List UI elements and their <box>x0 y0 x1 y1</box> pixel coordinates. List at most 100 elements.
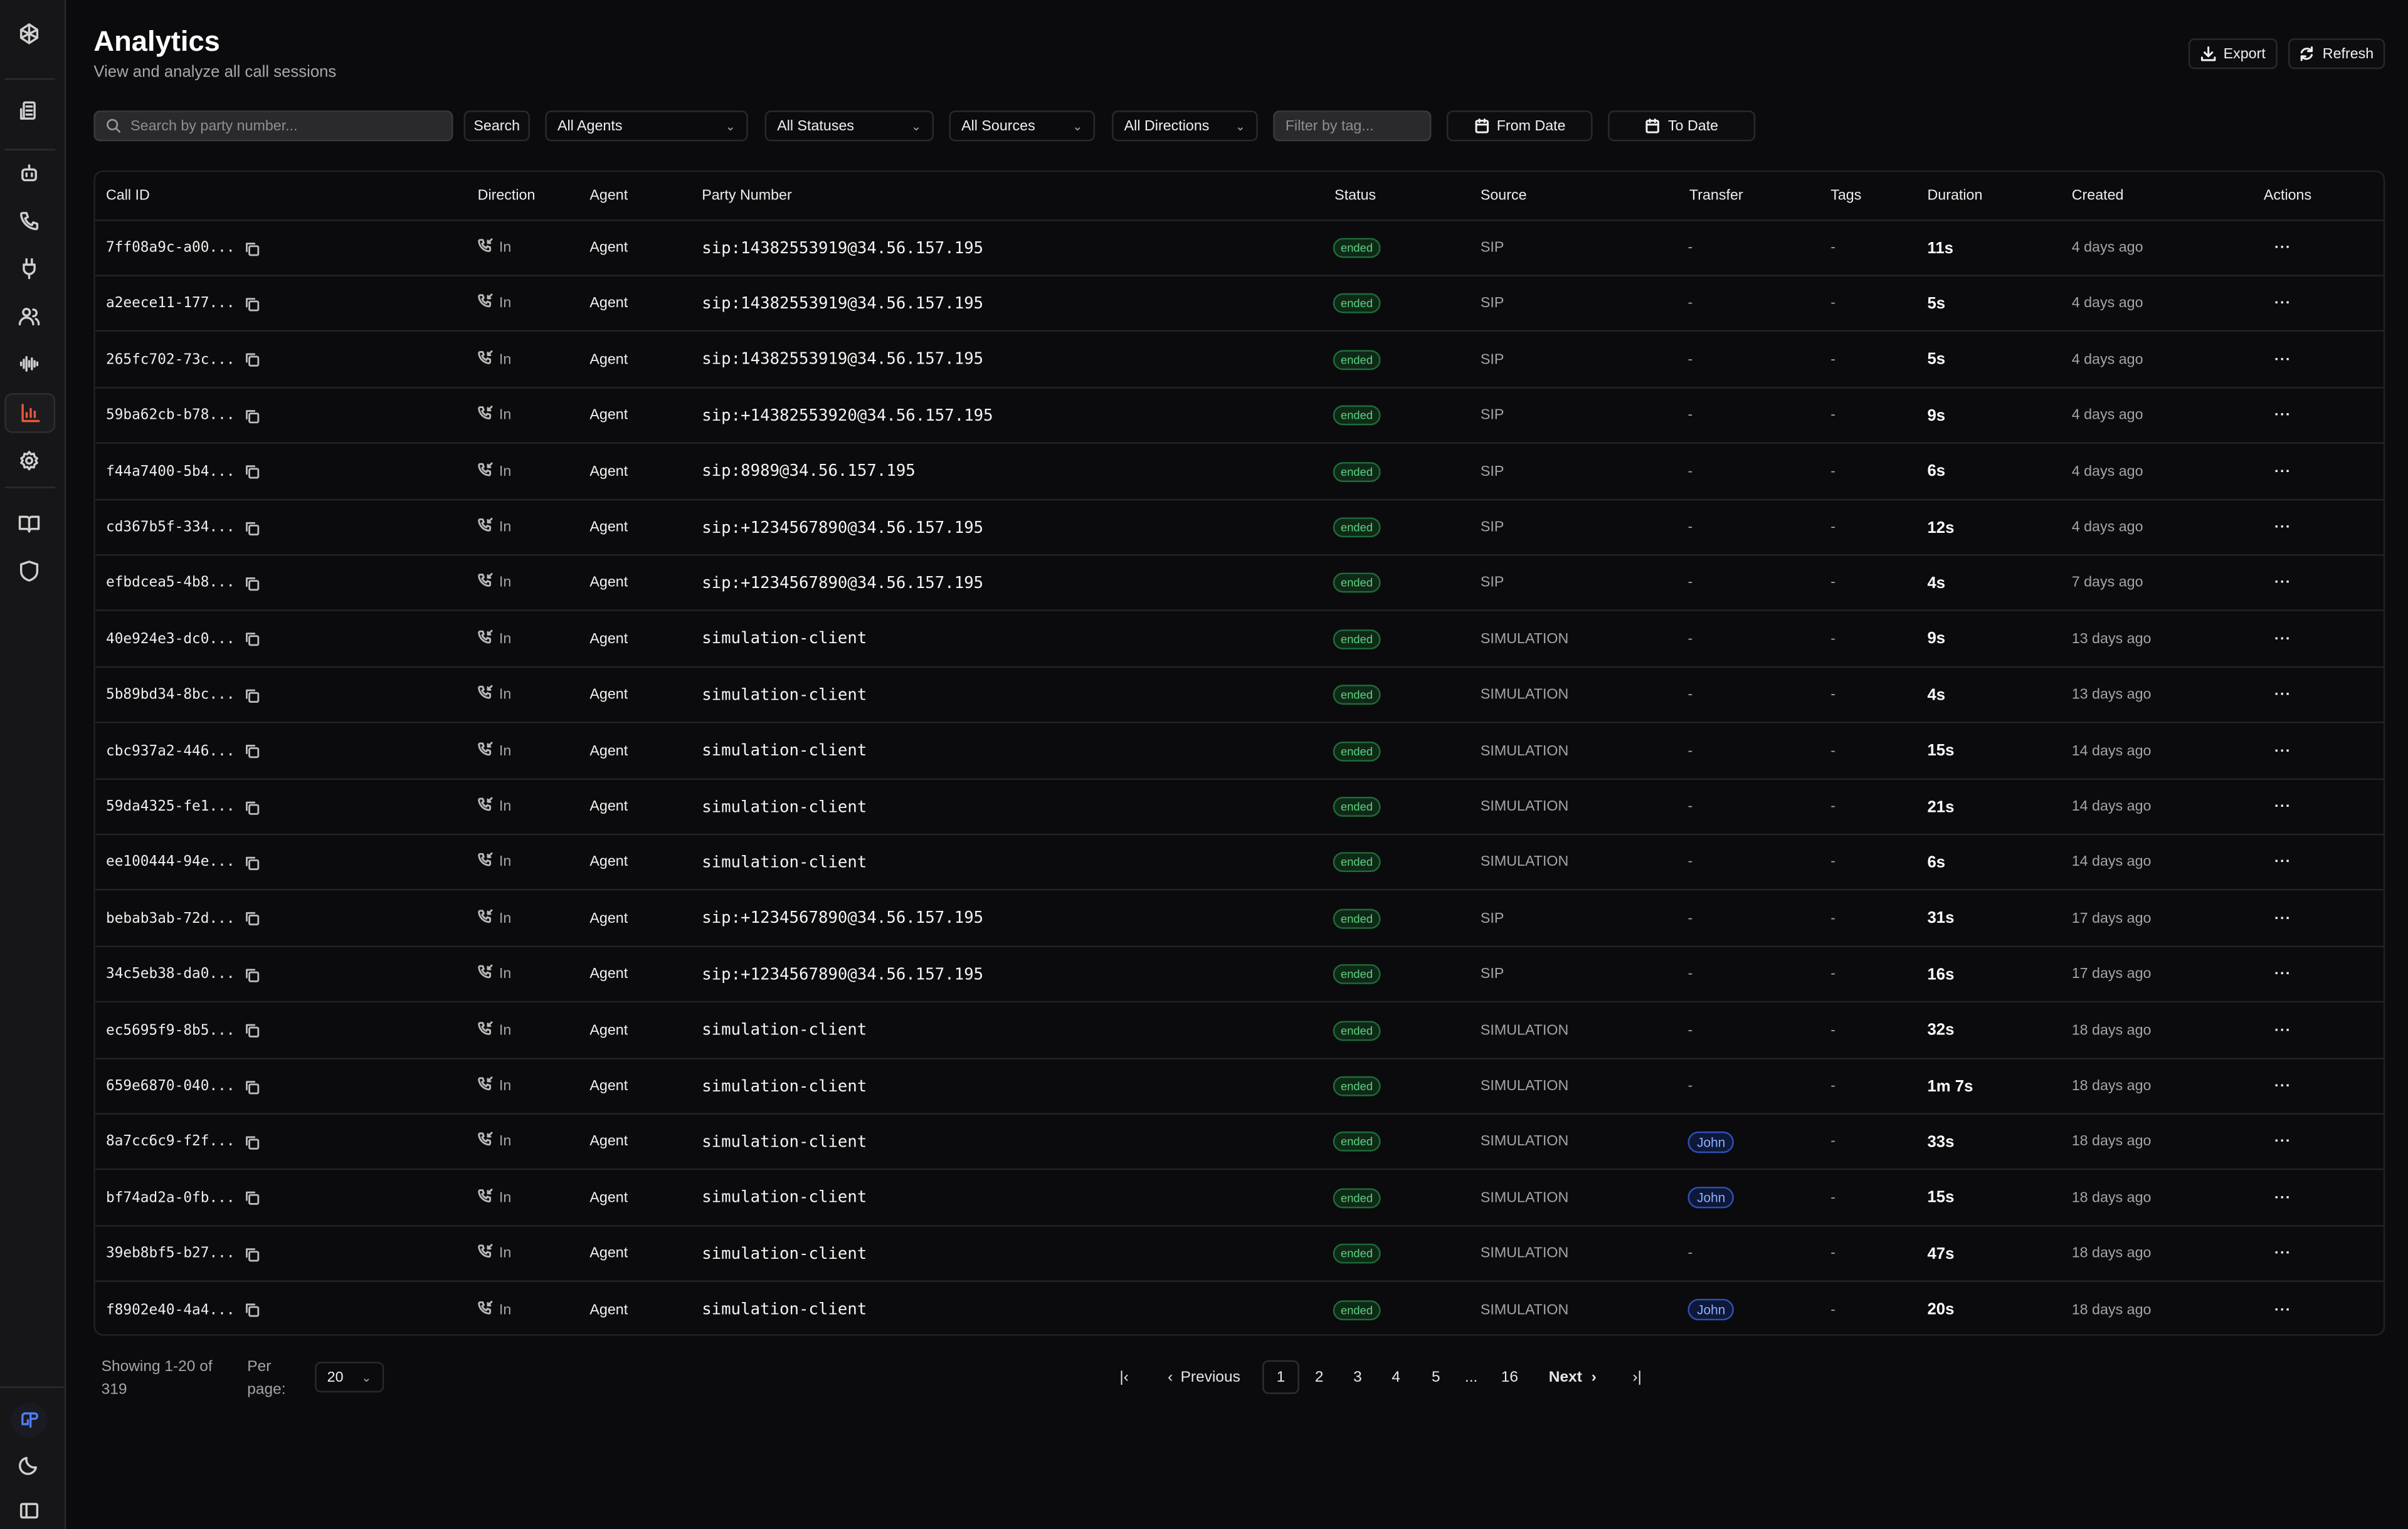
tag-filter-input[interactable]: Filter by tag... <box>1273 110 1432 142</box>
more-actions-icon[interactable]: ··· <box>2274 742 2291 760</box>
copy-icon[interactable] <box>244 947 260 1002</box>
shield-icon[interactable] <box>15 557 43 585</box>
export-button[interactable]: Export <box>2188 38 2278 70</box>
more-actions-icon[interactable]: ··· <box>2274 574 2291 592</box>
to-date-button[interactable]: To Date <box>1608 110 1756 142</box>
table-row[interactable]: 40e924e3-dc0... In Agent simulation-clie… <box>95 609 2384 666</box>
table-row[interactable]: ee100444-94e... In Agent simulation-clie… <box>95 833 2384 890</box>
table-row[interactable]: efbdcea5-4b8... In Agent sip:+1234567890… <box>95 554 2384 610</box>
copy-icon[interactable] <box>244 835 260 890</box>
first-page-button[interactable]: |‹ <box>1112 1362 1136 1392</box>
copy-icon[interactable] <box>244 1115 260 1170</box>
page-button[interactable]: 4 <box>1391 1369 1400 1386</box>
copy-icon[interactable] <box>244 668 260 723</box>
table-row[interactable]: a2eece11-177... In Agent sip:14382553919… <box>95 275 2384 330</box>
more-actions-icon[interactable]: ··· <box>2274 910 2291 927</box>
copy-icon[interactable] <box>244 332 260 387</box>
call-id[interactable]: f44a7400-5b4... <box>105 463 235 480</box>
page-button[interactable]: 5 <box>1432 1369 1440 1386</box>
more-actions-icon[interactable]: ··· <box>2274 351 2291 369</box>
copy-icon[interactable] <box>244 891 260 946</box>
sources-select[interactable]: All Sources ⌄ <box>949 110 1096 142</box>
more-actions-icon[interactable]: ··· <box>2274 965 2291 983</box>
table-row[interactable]: 265fc702-73c... In Agent sip:14382553919… <box>95 330 2384 386</box>
copy-icon[interactable] <box>244 1059 260 1114</box>
call-id[interactable]: 265fc702-73c... <box>105 351 235 369</box>
moon-icon[interactable] <box>15 1451 43 1478</box>
more-actions-icon[interactable]: ··· <box>2274 1245 2291 1263</box>
call-id[interactable]: a2eece11-177... <box>105 295 235 313</box>
copy-icon[interactable] <box>244 723 260 779</box>
call-id[interactable]: f8902e40-4a4... <box>105 1301 235 1318</box>
copy-icon[interactable] <box>244 444 260 499</box>
from-date-button[interactable]: From Date <box>1446 110 1593 142</box>
copy-icon[interactable] <box>244 611 260 666</box>
more-actions-icon[interactable]: ··· <box>2274 518 2291 536</box>
call-id[interactable]: 39eb8bf5-b27... <box>105 1245 235 1263</box>
copy-icon[interactable] <box>244 500 260 555</box>
table-row[interactable]: cbc937a2-446... In Agent simulation-clie… <box>95 722 2384 777</box>
search-button[interactable]: Search <box>463 110 530 142</box>
call-id[interactable]: 40e924e3-dc0... <box>105 631 235 648</box>
plug-icon[interactable] <box>15 255 43 283</box>
more-actions-icon[interactable]: ··· <box>2274 239 2291 256</box>
statuses-select[interactable]: All Statuses ⌄ <box>764 110 934 142</box>
call-id[interactable]: 34c5eb38-da0... <box>105 965 235 983</box>
call-id[interactable]: cbc937a2-446... <box>105 742 235 760</box>
more-actions-icon[interactable]: ··· <box>2274 1133 2291 1151</box>
table-row[interactable]: bf74ad2a-0fb... In Agent simulation-clie… <box>95 1169 2384 1224</box>
book-icon[interactable] <box>15 510 43 537</box>
table-row[interactable]: 59da4325-fe1... In Agent simulation-clie… <box>95 777 2384 833</box>
call-id[interactable]: bf74ad2a-0fb... <box>105 1189 235 1207</box>
more-actions-icon[interactable]: ··· <box>2274 1301 2291 1318</box>
copy-icon[interactable] <box>244 1282 260 1337</box>
copy-icon[interactable] <box>244 779 260 834</box>
call-id[interactable]: 659e6870-040... <box>105 1078 235 1095</box>
agents-select[interactable]: All Agents ⌄ <box>545 110 748 142</box>
gear-icon[interactable] <box>15 447 43 475</box>
copy-icon[interactable] <box>244 1226 260 1281</box>
call-id[interactable]: efbdcea5-4b8... <box>105 574 235 592</box>
page-button[interactable]: 2 <box>1314 1369 1324 1386</box>
table-row[interactable]: 659e6870-040... In Agent simulation-clie… <box>95 1057 2384 1113</box>
call-id[interactable]: ee100444-94e... <box>105 854 235 871</box>
call-id[interactable]: 59ba62cb-b78... <box>105 407 235 424</box>
phone-icon[interactable] <box>15 208 43 235</box>
analytics-icon[interactable] <box>4 392 56 433</box>
copy-icon[interactable] <box>244 1002 260 1058</box>
bot-icon[interactable] <box>15 160 43 187</box>
table-row[interactable]: f8902e40-4a4... In Agent simulation-clie… <box>95 1280 2384 1337</box>
table-row[interactable]: 39eb8bf5-b27... In Agent simulation-clie… <box>95 1224 2384 1281</box>
logo-icon[interactable] <box>15 20 43 48</box>
refresh-button[interactable]: Refresh <box>2288 38 2385 70</box>
call-id[interactable]: 7ff08a9c-a00... <box>105 239 235 256</box>
page-button[interactable]: 3 <box>1353 1369 1362 1386</box>
copy-icon[interactable] <box>244 555 260 611</box>
per-page-select[interactable]: 20 ⌄ <box>315 1362 384 1393</box>
more-actions-icon[interactable]: ··· <box>2274 631 2291 648</box>
directions-select[interactable]: All Directions ⌄ <box>1112 110 1258 142</box>
table-row[interactable]: 5b89bd34-8bc... In Agent simulation-clie… <box>95 666 2384 722</box>
more-actions-icon[interactable]: ··· <box>2274 1078 2291 1095</box>
copy-icon[interactable] <box>244 220 260 275</box>
more-actions-icon[interactable]: ··· <box>2274 798 2291 816</box>
copy-icon[interactable] <box>244 388 260 443</box>
call-id[interactable]: 59da4325-fe1... <box>105 798 235 816</box>
more-actions-icon[interactable]: ··· <box>2274 407 2291 424</box>
users-icon[interactable] <box>15 302 43 330</box>
table-row[interactable]: 59ba62cb-b78... In Agent sip:+1438255392… <box>95 386 2384 442</box>
more-actions-icon[interactable]: ··· <box>2274 295 2291 313</box>
table-row[interactable]: bebab3ab-72d... In Agent sip:+1234567890… <box>95 889 2384 946</box>
call-id[interactable]: cd367b5f-334... <box>105 518 235 536</box>
page-button[interactable]: 16 <box>1501 1369 1518 1386</box>
table-row[interactable]: 34c5eb38-da0... In Agent sip:+1234567890… <box>95 945 2384 1001</box>
copy-icon[interactable] <box>244 276 260 332</box>
call-id[interactable]: ec5695f9-8b5... <box>105 1022 235 1039</box>
page-button[interactable]: 1 <box>1262 1360 1299 1394</box>
table-row[interactable]: 8a7cc6c9-f2f... In Agent simulation-clie… <box>95 1113 2384 1169</box>
sidebar-toggle-icon[interactable] <box>15 1497 43 1525</box>
more-actions-icon[interactable]: ··· <box>2274 1189 2291 1207</box>
more-actions-icon[interactable]: ··· <box>2274 854 2291 871</box>
call-id[interactable]: bebab3ab-72d... <box>105 910 235 927</box>
table-row[interactable]: f44a7400-5b4... In Agent sip:8989@34.56.… <box>95 442 2384 499</box>
